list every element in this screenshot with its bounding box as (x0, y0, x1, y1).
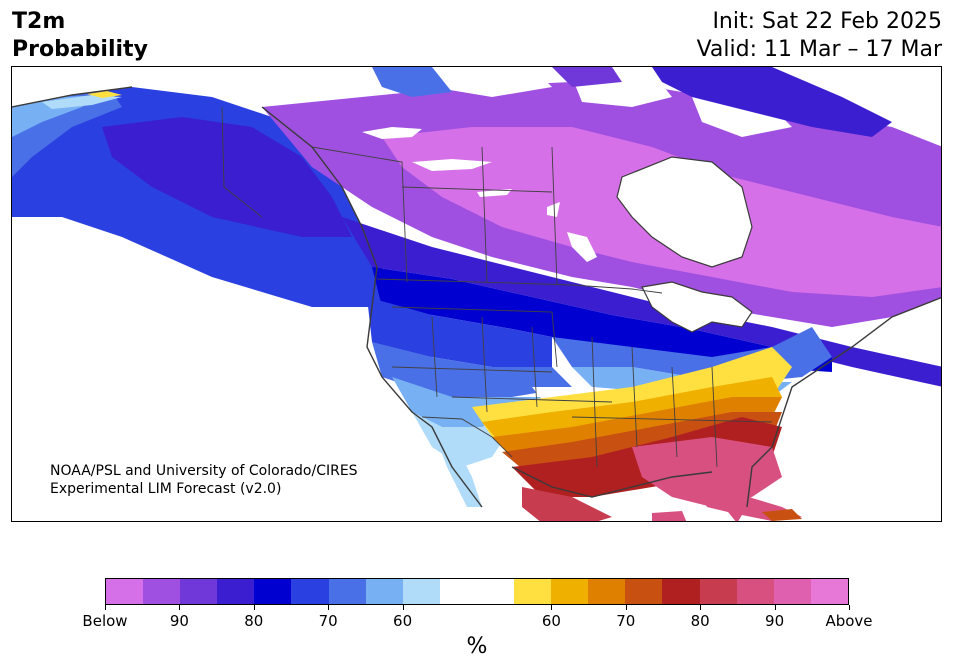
us-mexico-border (421, 416, 513, 458)
mexico-rose (522, 487, 612, 521)
colorbar-tick-label: Above (825, 612, 873, 630)
colorbar-tick-mark (700, 605, 701, 610)
us-canada-border (376, 278, 663, 294)
valid-range: Valid: 11 Mar – 17 Mar (696, 37, 942, 62)
colorbar-segment (143, 579, 181, 604)
colorbar-segment (662, 579, 700, 604)
colorbar-segment (699, 579, 737, 604)
forecast-dates: Init: Sat 22 Feb 2025 Valid: 11 Mar – 17… (697, 8, 942, 64)
probability-colorbar (105, 578, 849, 605)
state-line-2 (431, 316, 438, 398)
arctic-gap-1 (432, 67, 552, 97)
colorbar-segment (217, 579, 255, 604)
state-line-8 (631, 346, 638, 448)
canada-band-blue (372, 267, 832, 372)
colorbar-tick-mark (328, 605, 329, 610)
colorbar-segment (439, 579, 515, 604)
arctic-islands-2 (652, 67, 892, 137)
colorbar-unit-label: % (466, 634, 488, 659)
colorbar-segment (402, 579, 440, 604)
map-title: T2m Probability (12, 8, 148, 64)
state-line-6 (451, 396, 613, 403)
colorbar-tick-label: 70 (318, 612, 338, 630)
colorbar-tick-mark (105, 605, 106, 610)
colorbar-tick-mark (403, 605, 404, 610)
colorbar-segment (736, 579, 774, 604)
colorbar-tick-label: Below (82, 612, 128, 630)
colorbar-segment (625, 579, 663, 604)
great-bear-lake (362, 127, 422, 139)
gulf-coast (511, 466, 713, 498)
reindeer-lake (547, 202, 560, 217)
atlantic-coast (746, 297, 941, 508)
state-line-11 (571, 416, 773, 423)
colorbar-segment (773, 579, 811, 604)
lake-winnipeg (567, 232, 597, 262)
alaska-coast-white (42, 95, 122, 109)
provincial-line-1 (311, 146, 408, 283)
colorbar-tick-label: 60 (393, 612, 413, 630)
borders (221, 106, 773, 468)
colorbar-tick-label: 80 (244, 612, 264, 630)
colorbar-segment (588, 579, 626, 604)
alaska-border (221, 106, 263, 218)
colorbar-segment (180, 579, 218, 604)
colorbar-tick-label: 90 (765, 612, 785, 630)
arctic-islands-3 (552, 67, 622, 87)
great-slave-lake (412, 159, 492, 171)
colorbar-segment (551, 579, 589, 604)
alaska-inner (102, 117, 352, 237)
colorbar-tick-label: 90 (169, 612, 189, 630)
colorbar-tick-label: 80 (690, 612, 710, 630)
colorbar-segment (291, 579, 329, 604)
alaska-yellow-spot (87, 91, 122, 98)
colorbar-tick-mark (775, 605, 776, 610)
map-panel: NOAA/PSL and University of Colorado/CIRE… (11, 66, 942, 522)
probability-map: NOAA/PSL and University of Colorado/CIRE… (12, 67, 941, 521)
colorbar-tick-mark (254, 605, 255, 610)
state-line-7 (591, 336, 598, 468)
colorbar-segment (365, 579, 403, 604)
colorbar-segment (254, 579, 292, 604)
lake-athabasca (477, 189, 512, 197)
hispaniola-island (762, 509, 802, 521)
hudson-bay (616, 156, 753, 268)
arctic-islands (372, 67, 452, 97)
us-west-blue (367, 297, 552, 367)
pacific-coast (12, 86, 483, 508)
us-southwest-pale (412, 412, 512, 467)
colorbar-segment (106, 579, 144, 604)
colorbar-tick-mark (626, 605, 627, 610)
state-line-3 (481, 316, 488, 413)
colorbar-segment (514, 579, 552, 604)
land-fill (12, 82, 941, 521)
credit-line-1: NOAA/PSL and University of Colorado/CIRE… (50, 463, 358, 479)
state-line-5 (391, 366, 553, 373)
caribbean-isle (652, 511, 687, 521)
coastlines (12, 86, 941, 508)
water-bodies (362, 67, 941, 333)
provincial-line-2 (481, 146, 488, 283)
colorbar-tick-label: 70 (616, 612, 636, 630)
baja-peninsula (432, 427, 482, 507)
greenland-gap (832, 67, 941, 127)
provincial-line-3 (551, 146, 558, 286)
state-line-10 (711, 366, 718, 468)
state-line-4 (531, 326, 538, 408)
colorbar-segment (810, 579, 848, 604)
credit-line-2: Experimental LIM Forecast (v2.0) (50, 481, 281, 497)
provincial-line-4 (401, 186, 553, 193)
title-variable: T2m (12, 9, 66, 34)
colorbar-segment (328, 579, 366, 604)
colorbar-tick-label: 60 (541, 612, 561, 630)
title-subtitle: Probability (12, 37, 148, 62)
colorbar-tick-mark (551, 605, 552, 610)
colorbar-tick-mark (179, 605, 180, 610)
state-line-1 (391, 306, 558, 368)
state-line-9 (671, 366, 678, 458)
init-date: Init: Sat 22 Feb 2025 (712, 9, 942, 34)
great-lakes (641, 281, 753, 333)
colorbar-tick-mark (849, 605, 850, 610)
